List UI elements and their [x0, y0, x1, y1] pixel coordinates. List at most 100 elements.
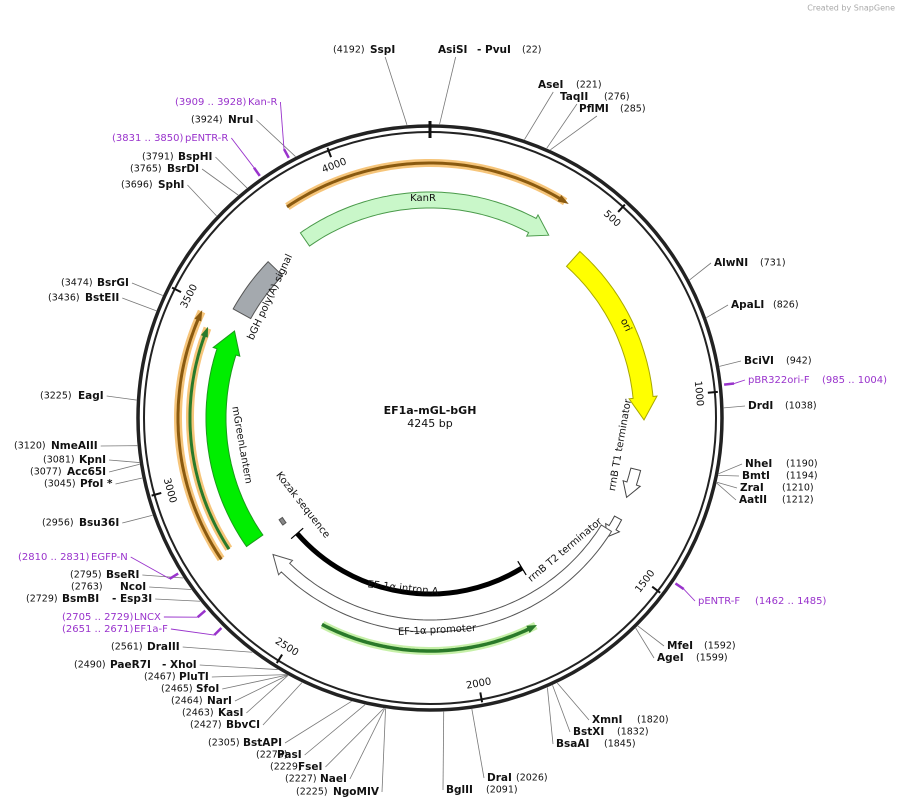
enzyme-position: (1599) [696, 653, 728, 664]
enzyme-name: NmeAIII [51, 440, 98, 452]
enzyme-leader [550, 115, 598, 151]
primer-name: EGFP-N [91, 552, 128, 563]
enzyme-position: (3081) [43, 455, 75, 466]
enzyme-leader [439, 56, 457, 125]
primer-range: (985 .. 1004) [822, 375, 887, 386]
enzyme-leader [635, 627, 655, 659]
enzyme-position: (4192) [333, 45, 365, 56]
enzyme-leader [284, 700, 352, 744]
enzyme-position: (2227) [285, 774, 317, 785]
enzyme-leader [262, 682, 303, 726]
enzyme-name: DrdI [748, 400, 773, 412]
enzyme-position: (2305) [208, 738, 240, 749]
enzyme-position: (2464) [171, 696, 203, 707]
enzyme-leader [149, 586, 192, 590]
enzyme-position: (1038) [785, 401, 817, 412]
enzyme-position: (2490) [74, 660, 106, 671]
feature-bar [295, 531, 524, 597]
enzyme-position: (1190) [786, 459, 818, 470]
enzyme-position: (3474) [61, 278, 93, 289]
enzyme-position: (2427) [190, 720, 222, 731]
enzyme-position: (2273) [256, 750, 288, 761]
enzyme-leader [211, 674, 287, 678]
enzyme-position: (942) [786, 356, 812, 367]
enzyme-position: (2026) [516, 773, 548, 784]
enzyme-position: (2467) [144, 672, 176, 683]
feature-label: KanR [410, 193, 436, 204]
ring-tick [707, 390, 718, 394]
enzyme-name: NruI [228, 114, 253, 126]
enzyme-name: PflMI [579, 103, 609, 115]
enzyme-leader [325, 708, 385, 768]
enzyme-leader [187, 184, 217, 217]
enzyme-name: - PvuI [477, 44, 511, 56]
enzyme-name: BseRI [106, 569, 139, 581]
primer-range: (2705 .. 2729) [62, 612, 134, 623]
feature-label: ori [618, 317, 633, 333]
ring-tick-label: 3000 [161, 477, 178, 504]
enzyme-position: (2091) [486, 785, 518, 796]
enzyme-name: AseI [538, 79, 563, 91]
enzyme-name: PaeR7I [110, 659, 151, 671]
ring-tick [651, 585, 661, 594]
primer-name: Kan-R [248, 97, 277, 108]
feature-block [278, 516, 287, 526]
enzyme-name: AatII [739, 494, 767, 506]
enzyme-position: (2225) [296, 787, 328, 798]
enzyme-leader [637, 625, 665, 647]
feature-end [517, 560, 527, 576]
enzyme-leader [442, 711, 445, 791]
enzyme-name: BsrDI [167, 163, 199, 175]
enzyme-leader [246, 675, 289, 714]
enzyme-name: NcoI [120, 581, 146, 593]
enzyme-name: BmtI [742, 470, 770, 482]
enzyme-leader [106, 395, 137, 401]
enzyme-position: (1212) [782, 495, 814, 506]
enzyme-name: - XhoI [162, 659, 197, 671]
primer-leader [683, 588, 696, 602]
primer-range: (1462 .. 1485) [755, 596, 827, 607]
enzyme-position: (1592) [704, 641, 736, 652]
enzyme-position: (3765) [130, 164, 162, 175]
enzyme-name: MfeI [667, 640, 693, 652]
feature-arrow [272, 524, 613, 633]
enzyme-leader [723, 405, 746, 409]
enzyme-leader [122, 514, 153, 524]
enzyme-name: TaqII [560, 91, 588, 103]
primer-range: (2651 .. 2671) [62, 624, 134, 635]
enzyme-name: NaeI [320, 773, 347, 785]
primer-name: pENTR-F [698, 596, 740, 607]
enzyme-name: BbvCI [226, 719, 260, 731]
feature-end [290, 527, 304, 540]
enzyme-position: (1832) [617, 727, 649, 738]
primer-range: (3909 .. 3928) [175, 97, 247, 108]
enzyme-position: (826) [773, 300, 799, 311]
enzyme-leader [384, 56, 408, 126]
enzyme-position: (3791) [142, 152, 174, 163]
enzyme-name: XmnI [592, 714, 622, 726]
ring-tick [479, 692, 484, 703]
enzyme-leader [524, 91, 554, 140]
enzyme-position: (285) [620, 104, 646, 115]
enzyme-leader [706, 304, 729, 319]
enzyme-name: ApaLI [731, 299, 764, 311]
enzyme-leader [199, 664, 278, 670]
enzyme-position: (276) [604, 92, 630, 103]
feature-arrow [321, 622, 538, 653]
enzyme-position: (2229) [270, 762, 302, 773]
enzyme-name: Bsu36I [79, 517, 119, 529]
enzyme-leader [108, 463, 140, 473]
enzyme-leader [122, 297, 157, 312]
enzyme-leader [142, 574, 184, 579]
enzyme-position: (2763) [71, 582, 103, 593]
enzyme-position: (1210) [782, 483, 814, 494]
feature-arrow [299, 191, 550, 247]
enzyme-name: SspI [370, 44, 395, 56]
primer-mark [282, 148, 290, 159]
ring-tick [275, 654, 283, 664]
enzyme-leader [234, 674, 288, 702]
primer-range: (2810 .. 2831) [18, 552, 90, 563]
enzyme-position: (1845) [604, 739, 636, 750]
enzyme-leader [222, 674, 288, 690]
